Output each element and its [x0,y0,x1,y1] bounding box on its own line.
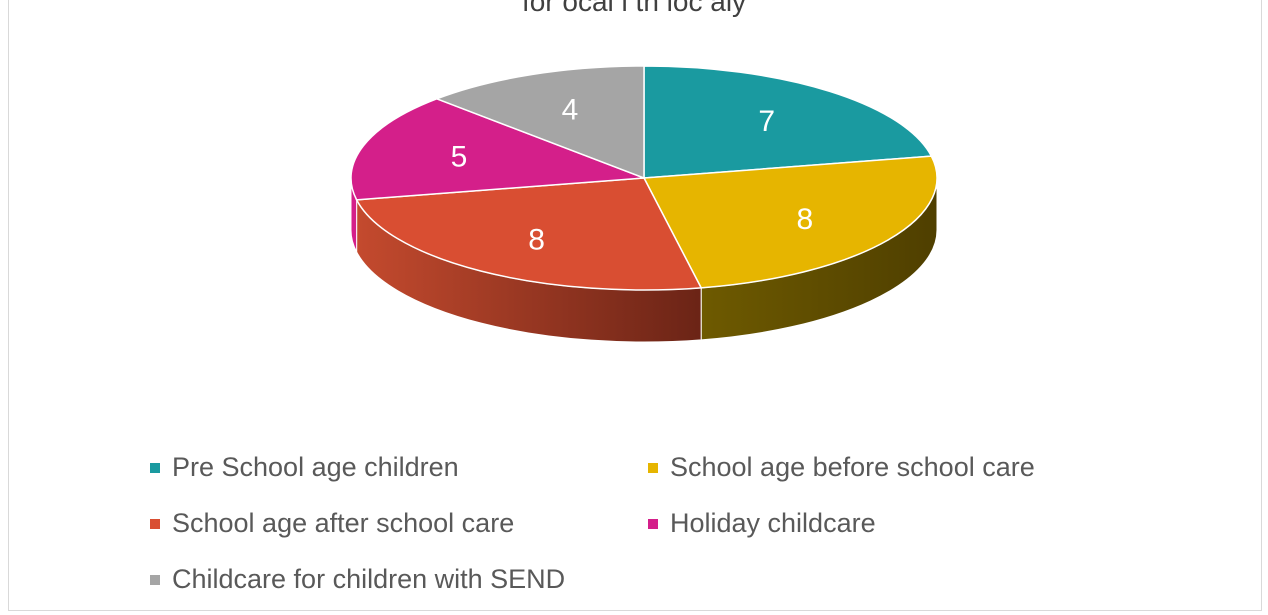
legend-swatch [150,574,160,585]
pie-slice [642,155,938,289]
pie-slice [350,98,645,201]
pie-slice [355,177,703,291]
legend-label: School age before school care [670,452,1035,482]
legend-label: School age after school care [172,508,515,538]
pie-slice [643,65,933,179]
legend-item-before-school: School age before school care [648,452,1035,483]
legend-label: Holiday childcare [670,508,876,538]
legend-item-after-school: School age after school care [150,508,514,539]
chart-title: for ocal i th loc aly [521,0,747,17]
pie-data-label: 8 [528,223,545,256]
legend-swatch [150,462,160,473]
pie-slice [434,65,645,180]
legend-item-send: Childcare for children with SEND [150,564,565,595]
pie-data-label: 5 [451,141,468,174]
legend-item-holiday: Holiday childcare [648,508,876,539]
legend-label: Childcare for children with SEND [172,564,566,594]
legend-item-pre-school: Pre School age children [150,452,459,483]
legend-swatch [150,518,160,529]
pie-data-label: 8 [796,203,813,236]
legend-swatch [648,462,658,473]
pie-data-label: 4 [562,94,579,127]
pie-data-label: 7 [758,105,775,138]
legend-swatch [648,518,658,529]
legend-label: Pre School age children [172,452,459,482]
